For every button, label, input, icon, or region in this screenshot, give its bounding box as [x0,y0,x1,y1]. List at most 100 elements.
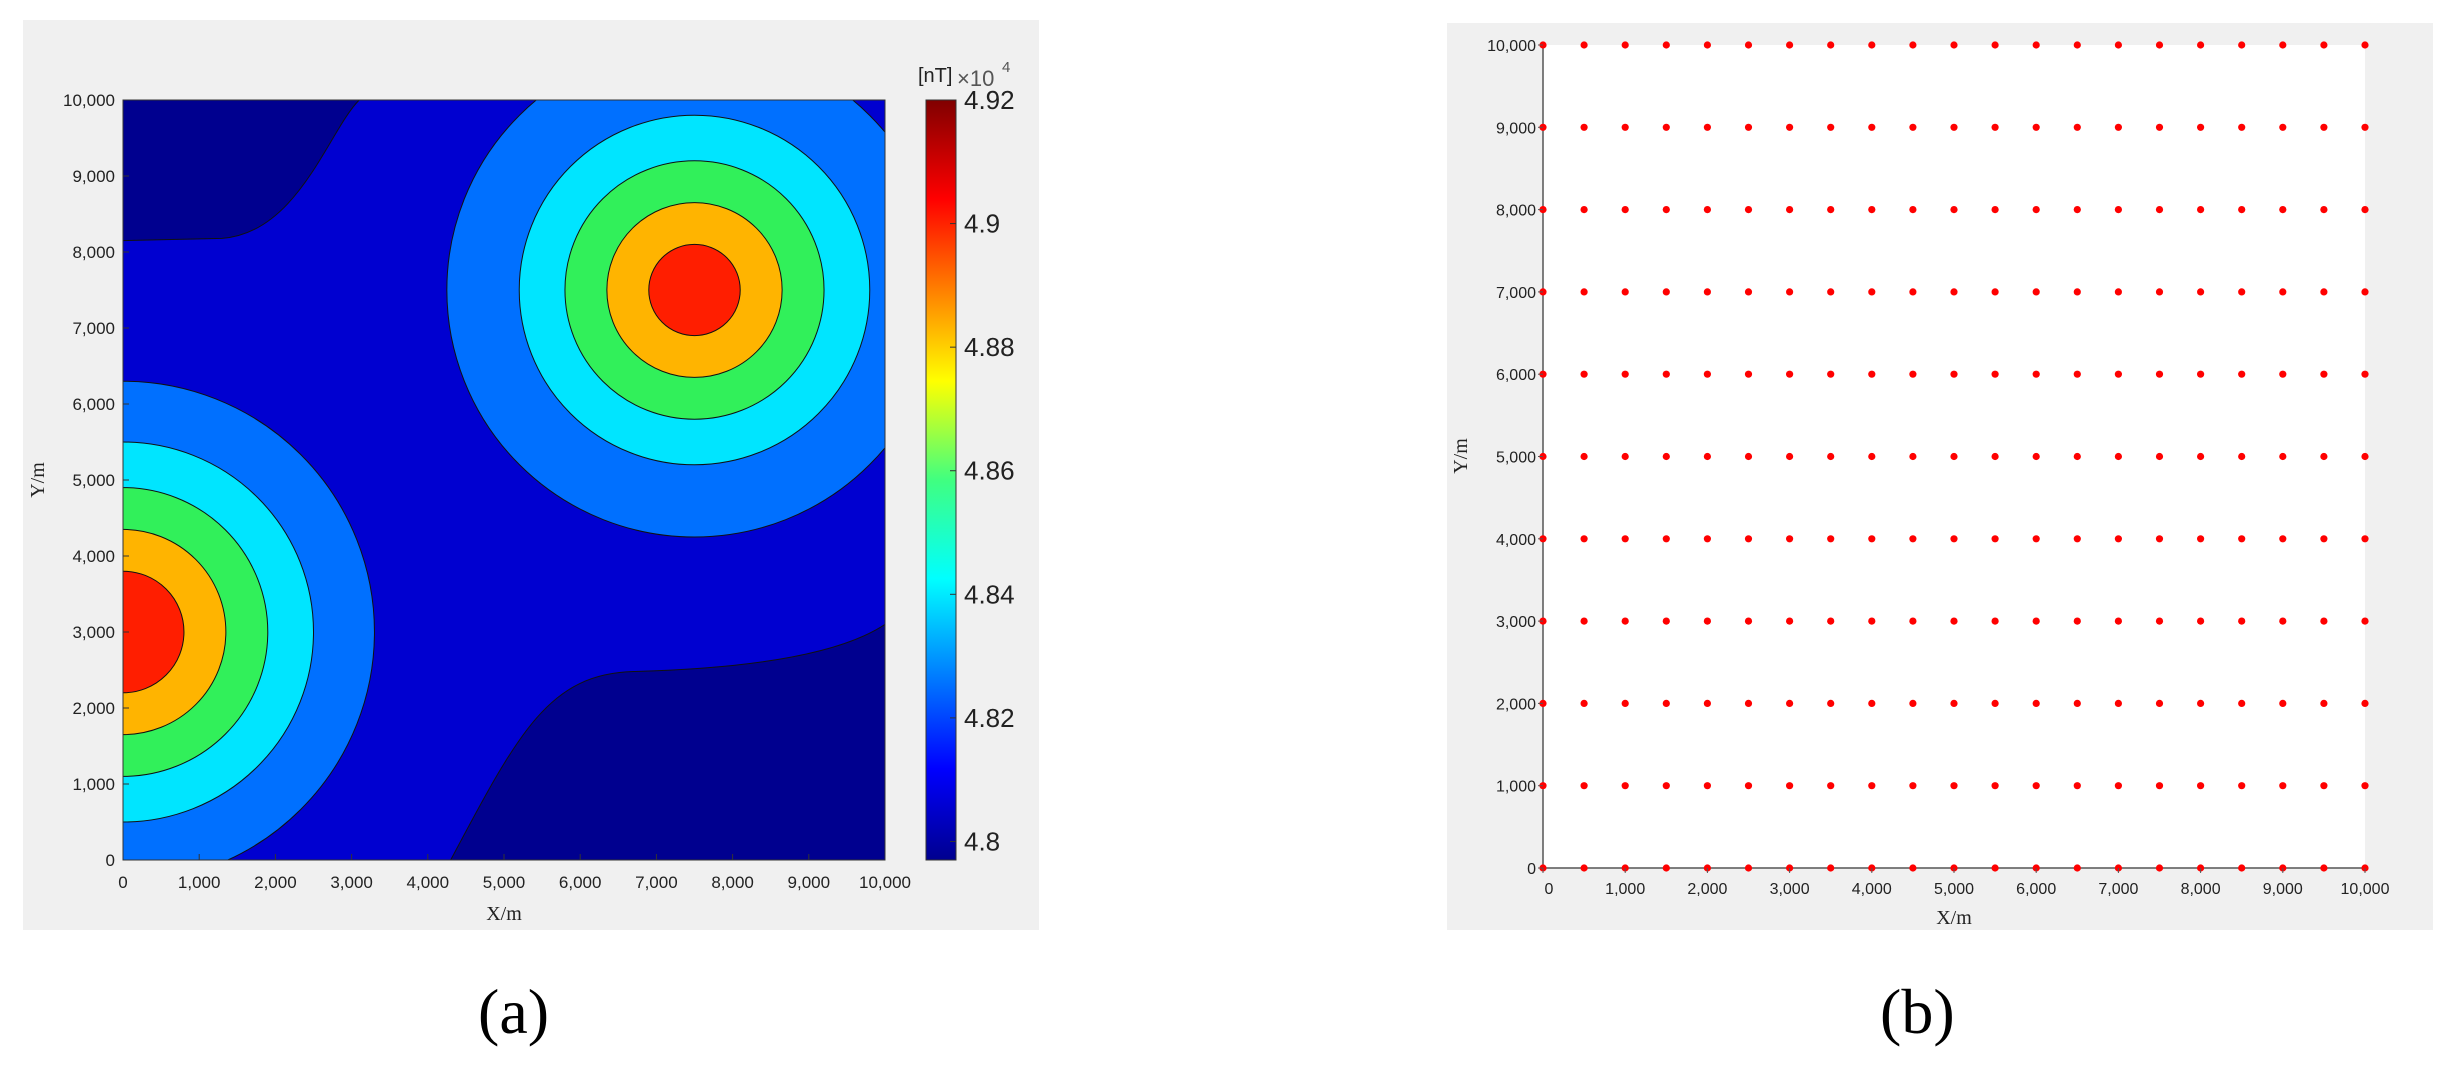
survey-point [1909,782,1917,790]
survey-point [2361,206,2369,214]
survey-point [1827,535,1835,543]
y-axis-ticks: 0 1,000 2,000 3,000 4,000 5,000 6,000 7,000 8,00… [63,91,129,870]
survey-point [2320,782,2328,790]
survey-point [1662,41,1670,49]
survey-point [1744,123,1753,131]
survey-point [1827,123,1835,131]
survey-point [2032,452,2040,461]
survey-point [1621,41,1629,49]
x-tick-label: 1,000 [1605,881,1645,898]
survey-point [1827,370,1835,378]
y-tick-label: 0 [106,851,115,870]
survey-point [2238,288,2246,296]
y-tick-label: 4,000 [72,547,115,566]
y-tick-label: 1,000 [72,775,115,794]
survey-point [2320,370,2328,378]
survey-point [1744,535,1753,543]
survey-point [2032,782,2040,790]
survey-point [2114,452,2122,461]
survey-point [1991,617,1999,625]
colorbar-multiplier-label: ×10 [957,66,994,91]
contour-regions [123,100,885,860]
survey-point [1868,535,1876,543]
survey-point [2279,370,2287,378]
survey-point [1662,123,1670,131]
survey-point [2155,699,2164,708]
survey-point [2155,41,2164,49]
x-tick-label: 8,000 [2181,881,2221,898]
colorbar-tick-label: 4.88 [964,332,1015,362]
survey-point [1868,370,1876,378]
survey-point [2238,699,2246,708]
survey-point [1950,206,1958,214]
survey-point [1621,206,1629,214]
survey-point [2361,41,2369,49]
survey-point [2279,782,2287,790]
x-tick-label: 5,000 [1934,881,1974,898]
survey-point [2197,452,2205,461]
survey-point [2197,123,2205,131]
survey-point [1621,782,1629,790]
survey-point [1744,370,1753,378]
y-tick-label: 9,000 [1496,120,1536,137]
y-axis-ticks: 0 1,000 2,000 3,000 4,000 5,000 6,000 7,000 8,00… [1487,38,1543,878]
survey-point [2361,370,2369,378]
x-tick-label: 5,000 [483,873,526,892]
survey-point [1580,41,1588,49]
survey-point [2238,452,2246,461]
survey-point [1950,782,1958,790]
survey-point [1991,864,1999,872]
y-tick-label: 5,000 [1496,450,1536,467]
survey-point [2114,288,2122,296]
colorbar-tick-label: 4.82 [964,703,1015,733]
survey-point [1703,782,1711,790]
survey-point [1662,370,1670,378]
x-tick-label: 2,000 [1687,881,1727,898]
survey-point [1580,288,1588,296]
survey-point [2320,535,2328,543]
x-tick-label: 0 [118,873,127,892]
y-tick-label: 10,000 [63,91,115,110]
low-region-top-left [123,100,360,242]
survey-point [1662,617,1670,625]
survey-point [2279,617,2287,625]
survey-point [2361,617,2369,625]
x-tick-label: 2,000 [254,873,297,892]
survey-point [1744,452,1753,461]
survey-point [2279,699,2287,708]
x-tick-label: 1,000 [178,873,221,892]
survey-point [1950,288,1958,296]
survey-point [1744,41,1753,49]
survey-point [2114,370,2122,378]
survey-point [2197,617,2205,625]
survey-point [1786,617,1794,625]
survey-point [1827,288,1835,296]
survey-point [1909,41,1917,49]
survey-point [2320,288,2328,296]
survey-point [2114,123,2122,131]
survey-point [1868,206,1876,214]
x-tick-label: 4,000 [407,873,450,892]
survey-point [2073,535,2081,543]
survey-point [1909,370,1917,378]
survey-point [1868,288,1876,296]
y-axis-label: Y/m [27,462,49,498]
survey-point [1909,864,1917,872]
survey-point [1621,617,1629,625]
survey-point [2032,535,2040,543]
survey-point [1909,206,1917,214]
x-tick-label: 6,000 [559,873,602,892]
x-tick-label: 3,000 [330,873,373,892]
colorbar-multiplier-exponent: 4 [1002,59,1010,76]
survey-point [1991,288,1999,296]
survey-point [1950,535,1958,543]
survey-point [2279,41,2287,49]
survey-point [2032,41,2040,49]
survey-point [2073,123,2081,131]
survey-point [1786,782,1794,790]
survey-point [1580,535,1588,543]
y-tick-label: 0 [1527,861,1536,878]
survey-point [1580,864,1588,872]
colorbar-tick-label: 4.84 [964,579,1015,609]
survey-point [1703,123,1711,131]
